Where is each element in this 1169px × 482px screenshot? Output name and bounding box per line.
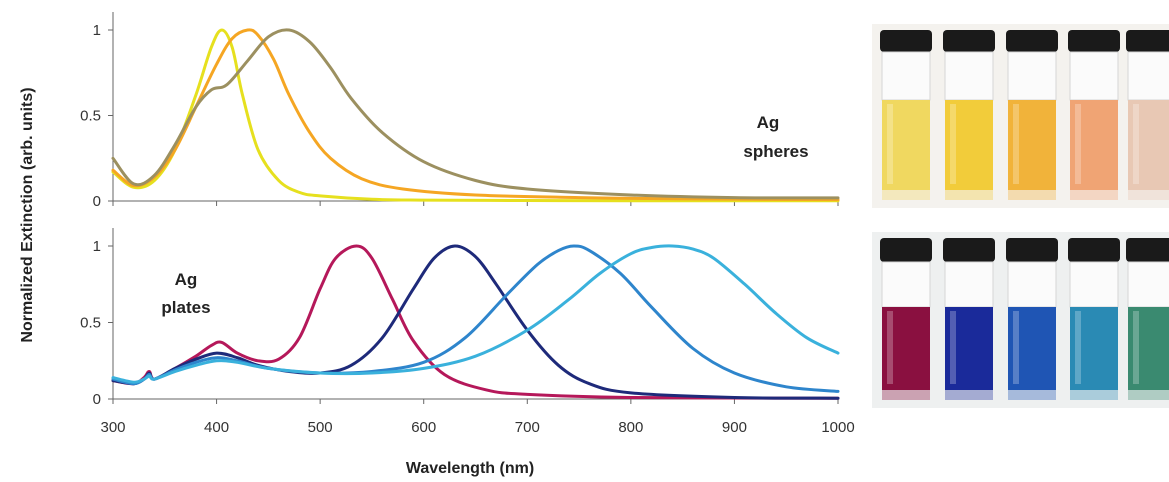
y-tick-label: 1 <box>93 22 101 39</box>
vial-top-3 <box>1006 30 1058 200</box>
vial-highlight <box>950 104 956 184</box>
vial-bottom-2 <box>943 238 995 400</box>
vial-cap <box>1068 238 1120 262</box>
series-line-2 <box>111 28 840 202</box>
vial-reflection <box>882 190 930 200</box>
vial-liquid <box>882 307 930 390</box>
vial-bottom-4 <box>1068 238 1120 400</box>
vial-reflection <box>945 390 993 400</box>
vial-glass <box>1007 51 1057 101</box>
vial-reflection <box>1070 390 1118 400</box>
vial-glass <box>944 261 994 308</box>
x-tick-label: 600 <box>411 419 436 436</box>
vial-bottom-5 <box>1126 238 1169 400</box>
vial-cap <box>943 30 995 52</box>
vial-liquid <box>1070 100 1118 190</box>
vial-glass <box>881 51 931 101</box>
annotation-top-line1: Ag <box>757 113 780 132</box>
vial-highlight <box>1075 311 1081 384</box>
vial-bottom-3 <box>1006 238 1058 400</box>
vial-cap <box>880 30 932 52</box>
series-line-3 <box>111 244 840 393</box>
vial-liquid <box>882 100 930 190</box>
vial-liquid <box>1008 100 1056 190</box>
vial-liquid <box>945 307 993 390</box>
y-tick-label: 1 <box>93 238 101 255</box>
vial-reflection <box>1008 390 1056 400</box>
vial-highlight <box>887 104 893 184</box>
vial-glass <box>1007 261 1057 308</box>
x-tick-label: 1000 <box>821 419 854 436</box>
vial-cap <box>1126 238 1169 262</box>
y-tick-label: 0 <box>93 391 101 408</box>
vial-reflection <box>1008 190 1056 200</box>
vial-liquid <box>1070 307 1118 390</box>
vial-cap <box>1068 30 1120 52</box>
y-axis-label: Normalized Extinction (arb. units) <box>19 87 36 342</box>
vial-cap <box>880 238 932 262</box>
vial-cap <box>1006 30 1058 52</box>
top-panel: 00.51 <box>80 12 840 210</box>
x-tick-label: 900 <box>722 419 747 436</box>
vial-reflection <box>1070 190 1118 200</box>
vial-top-1 <box>880 30 932 200</box>
x-tick-label: 800 <box>618 419 643 436</box>
vial-top-4 <box>1068 30 1120 200</box>
annotation-top-line2: spheres <box>743 142 808 161</box>
vial-top-2 <box>943 30 995 200</box>
vial-cap <box>943 238 995 262</box>
vial-glass <box>1069 261 1119 308</box>
vial-glass <box>1069 51 1119 101</box>
x-tick-label: 400 <box>204 419 229 436</box>
vial-cap <box>1126 30 1169 52</box>
vial-highlight <box>1133 104 1139 184</box>
x-tick-label: 700 <box>515 419 540 436</box>
vial-reflection <box>1128 390 1169 400</box>
vial-glass <box>1127 51 1169 101</box>
vial-glass <box>881 261 931 308</box>
vial-top-5 <box>1126 30 1169 200</box>
y-tick-label: 0.5 <box>80 315 101 332</box>
vial-liquid <box>1128 307 1169 390</box>
vial-highlight <box>1133 311 1139 384</box>
vial-cap <box>1006 238 1058 262</box>
series-line-3 <box>111 28 840 200</box>
y-tick-label: 0 <box>93 193 101 210</box>
x-tick-label: 500 <box>308 419 333 436</box>
vial-reflection <box>882 390 930 400</box>
vial-highlight <box>1075 104 1081 184</box>
vial-reflection <box>1128 190 1169 200</box>
vial-glass <box>944 51 994 101</box>
vial-highlight <box>887 311 893 384</box>
vial-bottom-1 <box>880 238 932 400</box>
x-tick-label: 300 <box>100 419 125 436</box>
series-line-4 <box>111 244 840 384</box>
annotation-bottom-line2: plates <box>161 298 210 317</box>
vial-highlight <box>950 311 956 384</box>
vial-glass <box>1127 261 1169 308</box>
vial-highlight <box>1013 104 1019 184</box>
vial-photographs <box>872 24 1169 408</box>
bottom-panel: 0 0.5 1 300 400 500 600 700 800 900 1000 <box>80 228 855 436</box>
vial-liquid <box>1008 307 1056 390</box>
vial-liquid <box>945 100 993 190</box>
x-axis-label: Wavelength (nm) <box>406 460 534 477</box>
vial-highlight <box>1013 311 1019 384</box>
annotation-bottom-line1: Ag <box>175 270 198 289</box>
vial-liquid <box>1128 100 1169 190</box>
y-tick-label: 0.5 <box>80 108 101 125</box>
vial-reflection <box>945 190 993 200</box>
